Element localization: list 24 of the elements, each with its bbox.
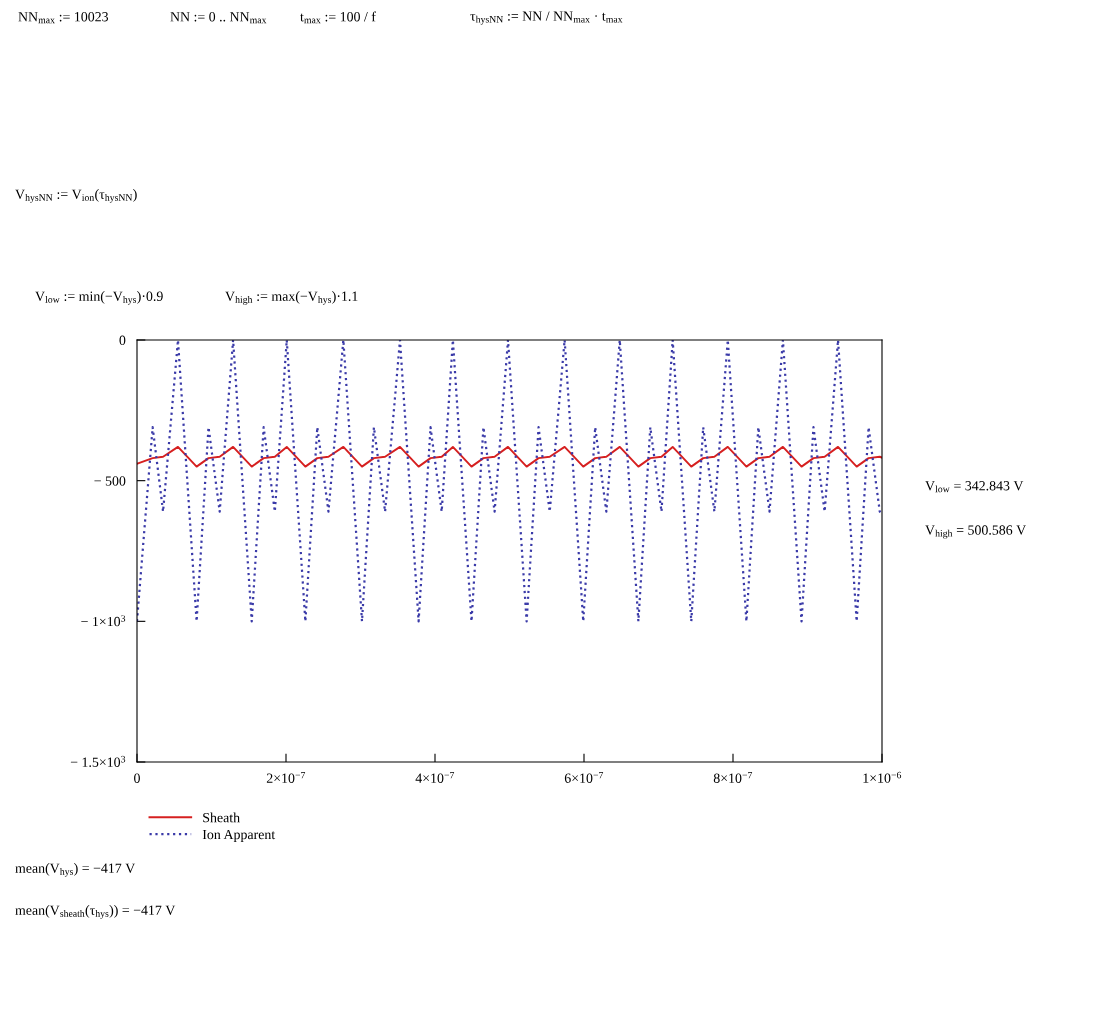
legend-label: Sheath: [203, 812, 240, 823]
text: NN$_{max}$ := 10023: [18, 12, 109, 24]
x-tick-label: 8×10$^{−7}$: [713, 771, 753, 783]
x-tick-label: 1×10$^{−6}$: [863, 771, 902, 783]
x-tick-label: 2×10$^{−7}$: [266, 771, 306, 783]
text: t$_{max}$ := 100 / f: [300, 11, 376, 24]
x-tick-label: 4×10$^{−7}$: [415, 771, 455, 783]
text: V$_{hysNN}$ := V$_{ion}$(τ$_{hysNN}$): [15, 189, 137, 203]
text: NN := 0 .. NN$_{max}$: [170, 12, 267, 24]
y-tick-label: 0: [119, 335, 126, 345]
x-tick-label: 6×10$^{−7}$: [564, 771, 604, 783]
text: V$_{low}$ = 342.843 V: [925, 481, 1024, 493]
y-tick-label: − 500: [94, 476, 126, 486]
text: mean(V$_{hys}$) = −417 V: [15, 863, 136, 877]
y-tick-label: − 1.5×10$^{3}$: [70, 755, 126, 767]
text: mean(V$_{sheath}$(τ$_{hys}$)) = −417 V: [15, 905, 176, 919]
line-series: [137, 445, 882, 468]
legend-label: Ion Apparent: [202, 829, 276, 843]
text: V$_{high}$ := max(−V$_{hys}$)·1.1: [225, 291, 358, 305]
y-tick-label: − 1×10$^{3}$: [81, 615, 126, 627]
text: τ$_{hysNN}$ := NN / NN$_{max}$ · t$_{max}$: [470, 11, 623, 25]
text: V$_{low}$ := min(−V$_{hys}$)·0.9: [35, 291, 163, 305]
x-tick-label: 0: [134, 773, 140, 783]
text: V$_{high}$ = 500.586 V: [925, 525, 1027, 539]
